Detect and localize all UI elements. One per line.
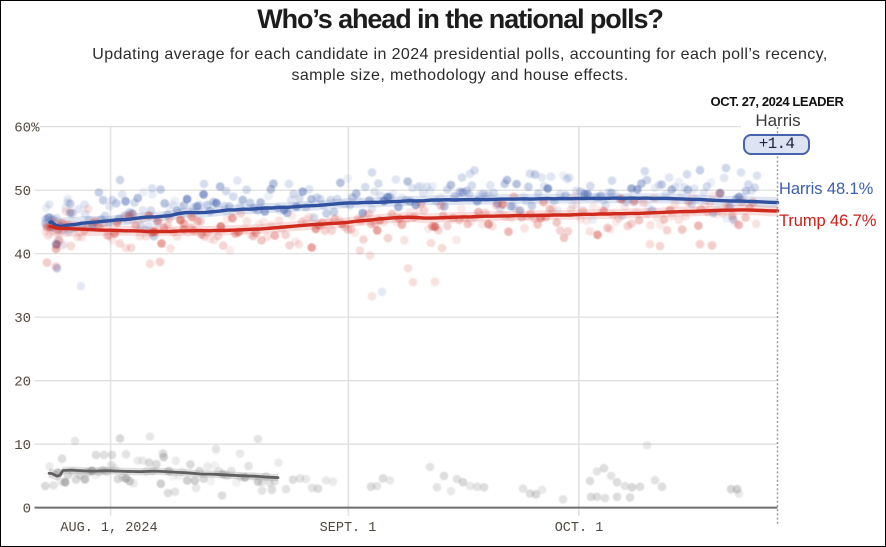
svg-text:40: 40	[14, 247, 31, 263]
svg-text:AUG. 1, 2024: AUG. 1, 2024	[60, 521, 157, 536]
svg-text:SEPT. 1: SEPT. 1	[320, 521, 377, 536]
svg-text:OCT. 1: OCT. 1	[555, 521, 604, 536]
svg-text:0: 0	[23, 501, 31, 517]
svg-text:60%: 60%	[14, 121, 40, 137]
svg-text:50: 50	[14, 184, 31, 200]
svg-text:20: 20	[14, 374, 31, 390]
svg-text:30: 30	[14, 311, 31, 327]
svg-text:10: 10	[14, 438, 31, 454]
